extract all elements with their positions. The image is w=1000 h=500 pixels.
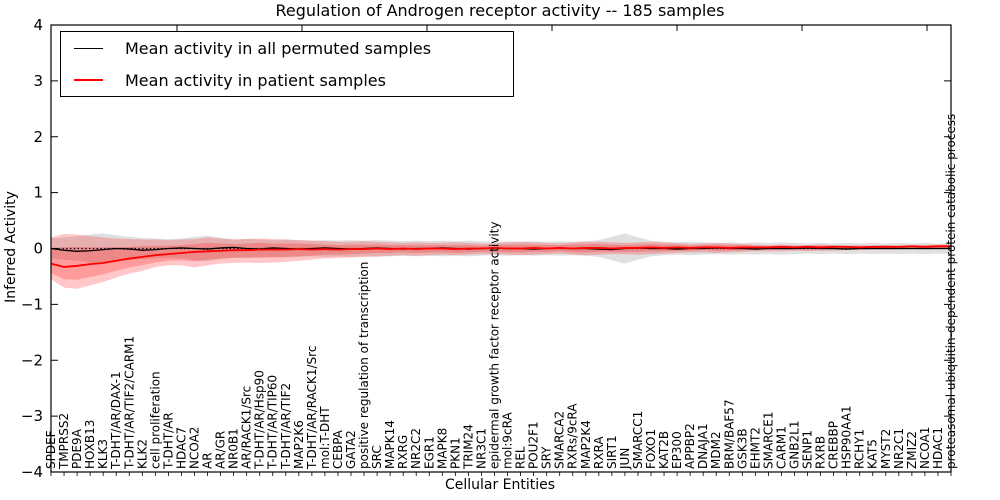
chart-title: Regulation of Androgen receptor activity… bbox=[275, 1, 725, 20]
x-tick-label: MYST2 bbox=[879, 429, 893, 469]
x-tick-label: RXRs/9cRA bbox=[566, 403, 580, 469]
y-tick-label: −1 bbox=[21, 295, 43, 313]
x-tick-label: KAT5 bbox=[866, 439, 880, 469]
x-tick-label: SPDEF bbox=[44, 430, 58, 469]
x-tick-label: SMARCA2 bbox=[553, 411, 567, 469]
x-tick-label: T-DHT/AR/TIF2 bbox=[279, 383, 293, 470]
y-tick-label: −2 bbox=[21, 351, 43, 369]
x-tick-label: SRC bbox=[370, 445, 384, 469]
x-tick-label: SMARCC1 bbox=[631, 411, 645, 469]
x-tick-label: HDAC1 bbox=[931, 427, 945, 469]
patient-mean-line bbox=[50, 245, 951, 268]
legend: Mean activity in all permuted samples Me… bbox=[60, 31, 514, 97]
legend-label-permuted: Mean activity in all permuted samples bbox=[125, 38, 432, 58]
x-tick-label: REL bbox=[514, 446, 528, 469]
x-tick-label: RXRB bbox=[814, 436, 828, 469]
x-tick-label: GSK3B bbox=[735, 428, 749, 469]
x-tick-label: SMARCE1 bbox=[761, 411, 775, 469]
x-tick-label: PDE9A bbox=[70, 428, 84, 469]
x-tick-label: EGR1 bbox=[422, 436, 436, 469]
x-tick-label: HOXB13 bbox=[83, 420, 97, 469]
x-tick-label: FOXO1 bbox=[644, 429, 658, 469]
x-tick-label: MDM2 bbox=[709, 431, 723, 469]
patient-line-swatch bbox=[74, 79, 103, 81]
y-tick-label: 3 bbox=[33, 72, 43, 90]
x-tick-label: positive regulation of transcription bbox=[357, 262, 371, 469]
x-tick-label: CARM1 bbox=[774, 426, 788, 469]
x-tick-label: DNAJA1 bbox=[696, 423, 710, 469]
x-axis-title: Cellular Entities bbox=[444, 477, 556, 493]
x-tick-label: cell proliferation bbox=[148, 371, 162, 469]
legend-item-permuted: Mean activity in all permuted samples bbox=[61, 33, 513, 63]
x-tick-label: AR/GR bbox=[214, 431, 228, 469]
y-tick-label: 0 bbox=[33, 240, 43, 258]
x-tick-label: mol:9cRA bbox=[501, 412, 515, 469]
x-tick-label: T-DHT/AR/DAX-1 bbox=[109, 371, 123, 470]
x-tick-label: GNB2L1 bbox=[787, 421, 801, 469]
x-tick-label: KAT2B bbox=[657, 431, 671, 469]
x-tick-label: SRY bbox=[540, 446, 554, 469]
y-tick-label: 2 bbox=[33, 128, 43, 146]
x-tick-label: NR2C2 bbox=[409, 428, 423, 469]
x-tick-label: T-DHT/AR/Hsp90 bbox=[253, 370, 267, 470]
legend-item-patient: Mean activity in patient samples bbox=[61, 65, 513, 95]
x-tick-label: POU2F1 bbox=[527, 421, 541, 469]
x-tick-label: BRM/BAF57 bbox=[722, 399, 736, 469]
x-tick-label: SENP1 bbox=[801, 430, 815, 469]
x-tick-label: RXRG bbox=[396, 435, 410, 469]
x-tick-label: T-DHT/AR/TIF2/CARM1 bbox=[122, 336, 136, 470]
y-tick-label: −4 bbox=[21, 463, 43, 481]
x-tick-label: EP300 bbox=[670, 431, 684, 469]
x-tick-label: NR0B1 bbox=[227, 428, 241, 469]
y-tick-label: −3 bbox=[21, 407, 43, 425]
x-tick-label: KLK3 bbox=[96, 439, 110, 469]
x-tick-label: RCHY1 bbox=[853, 429, 867, 469]
x-tick-label: RXRA bbox=[592, 436, 606, 469]
x-tick-label: KLK2 bbox=[135, 439, 149, 469]
x-tick-label: APPBP2 bbox=[683, 423, 697, 469]
x-tick-label: T-DHT/AR/TIP60 bbox=[266, 375, 280, 470]
x-tick-label: CEBPA bbox=[331, 429, 345, 469]
x-tick-label: EHMT2 bbox=[748, 427, 762, 469]
x-tick-label: T-DHT/AR bbox=[161, 412, 175, 470]
x-tick-label: NCOA1 bbox=[918, 427, 932, 469]
x-tick-label: T-DHT/AR/RACK1/Src bbox=[305, 346, 319, 470]
x-tick-label: NR2C1 bbox=[892, 428, 906, 469]
x-tick-label: GATA2 bbox=[344, 430, 358, 469]
legend-label-patient: Mean activity in patient samples bbox=[125, 70, 386, 90]
x-tick-label: TRIM24 bbox=[461, 424, 475, 470]
x-tick-label: JUN bbox=[618, 448, 632, 470]
x-tick-label: MAPK14 bbox=[383, 420, 397, 469]
x-tick-label: NR3C1 bbox=[474, 428, 488, 469]
x-tick-label: MAP2K4 bbox=[579, 420, 593, 469]
permuted-line-swatch bbox=[74, 47, 103, 49]
patient-inner-spread-band bbox=[51, 242, 951, 280]
x-tick-label: NCOA2 bbox=[187, 427, 201, 469]
y-tick-label: 4 bbox=[33, 16, 43, 34]
x-tick-label: PKN1 bbox=[448, 437, 462, 469]
y-tick-label: 1 bbox=[33, 184, 43, 202]
x-tick-label: TMPRSS2 bbox=[57, 413, 71, 470]
y-axis-title: Inferred Activity bbox=[3, 191, 19, 303]
x-tick-label: mol:T-DHT bbox=[318, 406, 332, 469]
x-tick-label: CREBBP bbox=[827, 421, 841, 469]
x-tick-label: ZMIZ2 bbox=[905, 431, 919, 469]
x-tick-label: HSP90AA1 bbox=[840, 405, 854, 469]
x-tick-label: MAPK8 bbox=[435, 428, 449, 469]
x-tick-label: epidermal growth factor receptor activit… bbox=[487, 222, 501, 469]
x-tick-label: HDAC7 bbox=[174, 427, 188, 469]
x-tick-label: AR bbox=[201, 452, 215, 469]
x-tick-label: proteasomal ubiquitin-dependent protein … bbox=[944, 114, 958, 469]
x-tick-label: MAP2K6 bbox=[292, 420, 306, 469]
x-tick-label: AR/RACK1/Src bbox=[240, 386, 254, 469]
x-tick-label: SIRT1 bbox=[605, 435, 619, 469]
